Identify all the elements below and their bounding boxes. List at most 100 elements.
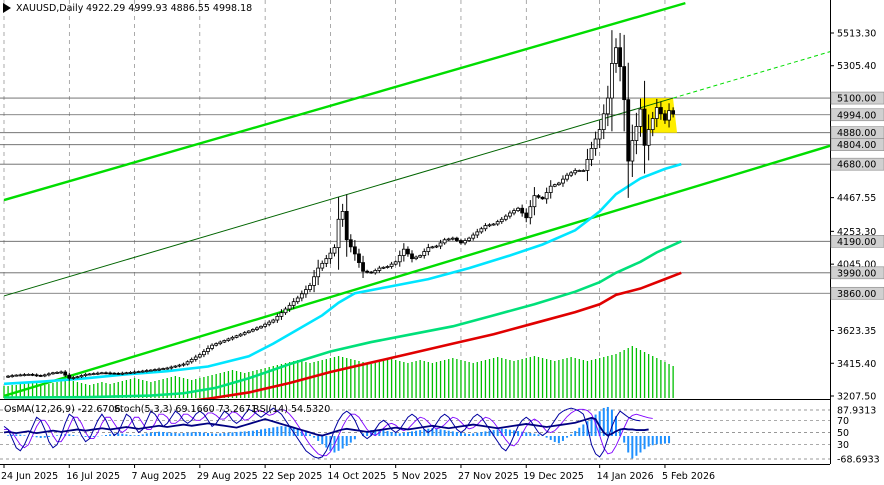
candle-body [544, 192, 549, 200]
price-label-box [830, 108, 884, 122]
candle-body [255, 327, 259, 330]
candle-body [246, 330, 251, 334]
candle-body [193, 356, 198, 360]
candle-body [418, 255, 423, 258]
candle-body [279, 312, 284, 317]
candle-body [667, 110, 671, 121]
candle-body [38, 375, 43, 377]
candle-body [222, 340, 227, 343]
channel-line-median[interactable] [3, 97, 674, 297]
candle-body [295, 297, 300, 303]
candle-body [165, 367, 170, 370]
collapse-arrow-icon[interactable] [3, 3, 11, 13]
candle-body [393, 261, 398, 265]
candle-body [569, 172, 574, 176]
candle-body [328, 252, 333, 260]
candle-body [169, 366, 174, 369]
candle-body [626, 99, 631, 162]
candle-body [397, 255, 402, 263]
time-tick-label: 29 Aug 2025 [197, 471, 258, 482]
osma-label: OsMA(12,26,9) -22.6706 [4, 404, 121, 415]
horizontal-levels [0, 97, 830, 294]
candle-body [548, 185, 553, 193]
time-tick-label: 14 Jan 2026 [597, 471, 654, 482]
price-tick-label: 4045.00 [837, 260, 876, 271]
candle-body [71, 377, 76, 379]
candle-body [226, 338, 231, 341]
candle-body [299, 293, 304, 299]
price-tick-label: 3990.00 [837, 268, 876, 279]
indicator-tick-label: -68.6933 [837, 455, 880, 466]
candle-body [459, 240, 463, 244]
channel-extension [672, 51, 830, 99]
candle-body [10, 375, 15, 378]
stoch-label: Stoch(5,3,3) 69.1660 73.2671 [114, 404, 257, 415]
candle-body [14, 374, 19, 377]
candle-body [214, 343, 219, 346]
candle-body [206, 347, 210, 352]
candle-body [67, 374, 72, 379]
indicator-panel [0, 406, 830, 460]
candle-body [401, 248, 406, 256]
candle-body [377, 267, 382, 271]
channel-line-lower[interactable] [3, 144, 832, 398]
candle-body [528, 206, 533, 219]
time-tick-label: 22 Sep 2025 [262, 471, 322, 482]
candle-body [46, 373, 51, 376]
candle-body [365, 270, 370, 273]
candle-body [83, 373, 88, 376]
candle-body [22, 374, 27, 377]
candle-body [426, 247, 431, 252]
stoch-signal-line [4, 408, 653, 457]
candle-body [508, 212, 512, 217]
candle-body [646, 129, 651, 146]
candle-body [250, 329, 255, 332]
candle-body [259, 325, 263, 329]
candle-body [153, 369, 157, 371]
candle-body [605, 97, 610, 115]
candle-body [6, 375, 10, 378]
candle-body [471, 234, 476, 239]
candle-body [75, 376, 80, 379]
candle-body [79, 375, 84, 378]
candle-body [503, 215, 508, 220]
candle-body [654, 107, 659, 119]
candle-body [463, 240, 467, 244]
rsi-label: RSI(14) 54.5320 [253, 404, 330, 415]
candle-body [565, 174, 569, 180]
candle-body [601, 113, 606, 130]
time-tick-label: 5 Nov 2025 [393, 471, 448, 482]
candle-body [487, 224, 492, 227]
candle-body [340, 211, 345, 220]
candle-body [585, 159, 590, 171]
highlight-zone [640, 98, 678, 133]
candle-body [140, 370, 145, 373]
time-tick-label: 16 Jul 2025 [66, 471, 120, 482]
candle-body [202, 351, 206, 356]
candle-body [540, 196, 545, 200]
candle-body [18, 374, 23, 377]
candle-body [373, 270, 378, 274]
ema-mid-line [3, 240, 682, 399]
candlestick-series [6, 30, 676, 381]
candle-body [561, 178, 565, 184]
rsi-line [3, 416, 649, 437]
indicator-tick-label: 30 [837, 440, 849, 451]
candle-body [316, 267, 321, 278]
channel-line-upper[interactable] [3, 1, 686, 202]
candle-body [552, 184, 557, 187]
candle-body [148, 369, 153, 372]
price-tick-label: 4994.00 [837, 110, 876, 121]
candle-body [144, 370, 149, 372]
time-tick-label: 14 Oct 2025 [327, 471, 386, 482]
candle-body [581, 170, 586, 172]
candle-body [87, 373, 92, 376]
candle-body [348, 239, 353, 248]
candle-body [91, 373, 96, 375]
trend-channel[interactable] [3, 1, 840, 398]
price-label-box [830, 138, 884, 151]
candle-body [499, 218, 504, 223]
candle-body [438, 242, 443, 247]
candle-body [454, 237, 459, 241]
